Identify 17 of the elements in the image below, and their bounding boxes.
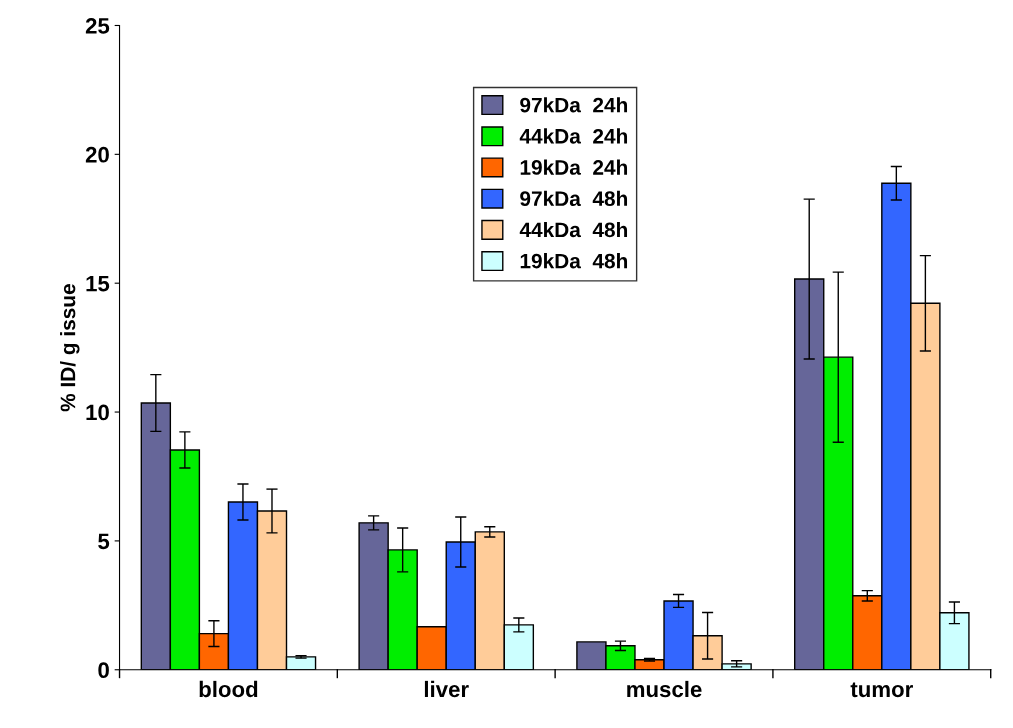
legend-label: 19kDa 48h — [520, 253, 628, 269]
y-tick-label: 15 — [86, 275, 110, 292]
legend-label: 19kDa 24h — [520, 159, 628, 175]
legend-label: 44kDa 24h — [519, 128, 628, 144]
x-tick-label: blood — [199, 680, 258, 698]
legend-label: 97kDa 24h — [520, 97, 628, 113]
x-tick-label: liver — [424, 680, 469, 698]
y-tick-label: 25 — [85, 18, 110, 34]
legend-label: 44kDa 48h — [519, 221, 628, 238]
x-tick-label: muscle — [627, 680, 702, 698]
y-tick-label: 0 — [98, 662, 109, 679]
y-tick-label: 20 — [85, 146, 109, 163]
y-tick-label: 5 — [98, 533, 110, 550]
y-tick-label: 10 — [86, 404, 109, 421]
y-axis-title: % ID/ g issue — [60, 284, 80, 412]
x-tick-label: tumor — [850, 682, 913, 698]
legend-label: 97kDa 48h — [520, 190, 628, 207]
